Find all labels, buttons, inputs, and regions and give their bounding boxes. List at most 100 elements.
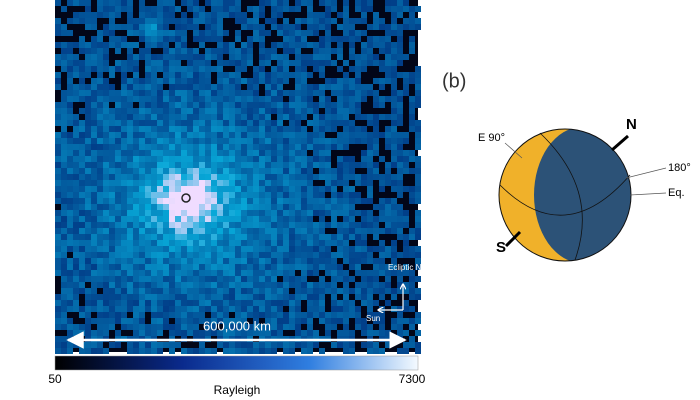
pixel (133, 252, 139, 258)
pixel (175, 48, 181, 54)
pixel (259, 198, 265, 204)
pixel (115, 246, 121, 252)
pixel (331, 300, 337, 306)
pixel (295, 228, 301, 234)
pixel (313, 270, 319, 276)
pixel (319, 120, 325, 126)
pixel (205, 222, 211, 228)
pixel (241, 54, 247, 60)
pixel (349, 246, 355, 252)
pixel (301, 144, 307, 150)
pixel (103, 192, 109, 198)
pixel (301, 174, 307, 180)
pixel (403, 288, 409, 294)
pixel (355, 174, 361, 180)
pixel (223, 78, 229, 84)
pixel (355, 312, 361, 318)
pixel (121, 186, 127, 192)
pixel (319, 216, 325, 222)
pixel (91, 42, 97, 48)
pixel (151, 300, 157, 306)
pixel (259, 150, 265, 156)
pixel (73, 90, 79, 96)
pixel (199, 258, 205, 264)
pixel (307, 222, 313, 228)
pixel (259, 162, 265, 168)
pixel (283, 6, 289, 12)
pixel (211, 198, 217, 204)
pixel (283, 126, 289, 132)
pixel (61, 186, 67, 192)
pixel (355, 162, 361, 168)
pixel (61, 318, 67, 324)
pixel (373, 330, 379, 336)
pixel (403, 54, 409, 60)
pixel (325, 180, 331, 186)
pixel (289, 318, 295, 324)
pixel (205, 216, 211, 222)
pixel (325, 288, 331, 294)
pixel (415, 222, 421, 228)
pixel (91, 84, 97, 90)
pixel (175, 120, 181, 126)
pixel (79, 162, 85, 168)
pixel (373, 258, 379, 264)
pixel (67, 330, 73, 336)
pixel (187, 90, 193, 96)
pixel (379, 246, 385, 252)
pixel (271, 84, 277, 90)
pixel (181, 312, 187, 318)
pixel (265, 228, 271, 234)
pixel (103, 306, 109, 312)
pixel (97, 30, 103, 36)
pixel (163, 234, 169, 240)
pixel (301, 204, 307, 210)
pixel (145, 342, 151, 348)
pixel (127, 324, 133, 330)
pixel (91, 210, 97, 216)
pixel (403, 246, 409, 252)
pixel (295, 168, 301, 174)
pixel (373, 264, 379, 270)
pixel (151, 192, 157, 198)
pixel (325, 150, 331, 156)
pixel (241, 270, 247, 276)
pixel (307, 204, 313, 210)
pixel (193, 72, 199, 78)
pixel (151, 84, 157, 90)
pixel (343, 144, 349, 150)
pixel (319, 258, 325, 264)
pixel (121, 270, 127, 276)
pixel (301, 240, 307, 246)
pixel (313, 330, 319, 336)
pixel (265, 54, 271, 60)
pixel (319, 306, 325, 312)
pixel (151, 348, 157, 354)
pixel (67, 348, 73, 354)
pixel (289, 150, 295, 156)
pixel (181, 126, 187, 132)
pixel (241, 342, 247, 348)
pixel (163, 24, 169, 30)
pixel (115, 252, 121, 258)
pixel (367, 48, 373, 54)
pixel (373, 270, 379, 276)
pixel (205, 282, 211, 288)
pixel (121, 180, 127, 186)
pixel (331, 6, 337, 12)
pixel (163, 342, 169, 348)
pixel (121, 114, 127, 120)
pixel (73, 156, 79, 162)
pixel (307, 282, 313, 288)
pixel (331, 102, 337, 108)
pixel (139, 126, 145, 132)
pixel (145, 18, 151, 24)
pixel (307, 18, 313, 24)
pixel (241, 198, 247, 204)
pixel (67, 78, 73, 84)
pixel (193, 306, 199, 312)
pixel (373, 90, 379, 96)
pixel (391, 24, 397, 30)
pixel (91, 306, 97, 312)
pixel (187, 252, 193, 258)
